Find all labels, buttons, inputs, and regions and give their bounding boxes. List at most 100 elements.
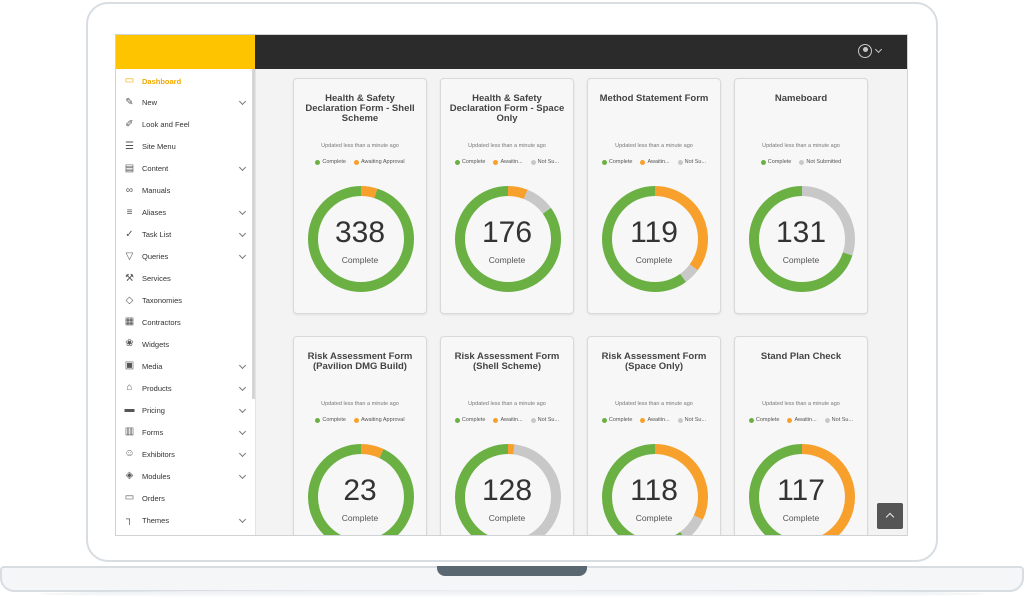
legend-item[interactable]: Complete <box>601 159 632 165</box>
legend-item[interactable]: Complete <box>315 417 346 423</box>
sidebar-item-products[interactable]: ⌂ Products <box>116 378 255 398</box>
sidebar-item-aliases[interactable]: ≡ Aliases <box>116 203 255 223</box>
form-status-card[interactable]: Nameboard Updated less than a minute ago C… <box>734 78 868 314</box>
donut-value: 128 <box>481 474 533 507</box>
legend-item[interactable]: Not Submitted <box>799 159 841 165</box>
chevron-down-icon[interactable] <box>238 164 247 172</box>
sidebar-item-manuals[interactable]: ∞ Manuals <box>116 181 255 201</box>
sidebar-item-task-list[interactable]: ✓ Task List <box>116 225 255 245</box>
sidebar-item-media[interactable]: ▣ Media <box>116 356 255 376</box>
donut-segment-complete[interactable] <box>749 444 855 536</box>
legend-item[interactable]: Not Su... <box>677 417 706 423</box>
chevron-down-icon[interactable] <box>238 449 247 457</box>
sidebar-item-pricing[interactable]: ▬ Pricing <box>116 400 255 420</box>
chevron-down-icon[interactable] <box>238 471 247 479</box>
legend-dot <box>640 159 646 165</box>
form-status-card[interactable]: Risk Assessment Form (Shell Scheme) Updat… <box>440 336 574 536</box>
sidebar-item-modules[interactable]: ◈ Modules <box>116 466 255 486</box>
form-status-card[interactable]: Stand Plan Check Updated less than a minu… <box>734 336 868 536</box>
sidebar-item-taxonomies[interactable]: ◇ Taxonomies <box>116 291 255 311</box>
sidebar-item-queries[interactable]: ▽ Queries <box>116 247 255 267</box>
legend-label: Not Su... <box>684 159 707 165</box>
legend-item[interactable]: Complete <box>601 417 632 423</box>
card-legend: Complete Awaiting Approval <box>294 159 426 165</box>
legend-item[interactable]: Not Su... <box>824 417 854 423</box>
sidebar-item-content[interactable]: ▤ Content <box>116 159 255 179</box>
users-icon: ☺ <box>124 448 135 460</box>
sidebar-item-site-menu[interactable]: ☰ Site Menu <box>116 137 255 157</box>
chevron-down-icon[interactable] <box>238 515 247 523</box>
sidebar-item-contractors[interactable]: ▦ Contractors <box>116 312 255 332</box>
chevron-down-icon[interactable] <box>238 230 247 238</box>
sidebar-item-orders[interactable]: ▭ Orders <box>116 488 255 508</box>
legend-label: Complete <box>767 159 792 165</box>
legend-item[interactable]: Not Su... <box>530 417 559 423</box>
donut-segment-complete[interactable] <box>749 186 855 292</box>
sidebar-item-forms[interactable]: ▥ Forms <box>116 422 255 442</box>
legend-item[interactable]: Complete <box>454 417 485 423</box>
donut-segment-complete[interactable] <box>602 444 708 536</box>
donut-segment-complete[interactable] <box>308 186 414 292</box>
legend-item[interactable]: Awaiting Approval <box>353 159 405 165</box>
chevron-down-icon[interactable] <box>238 208 247 216</box>
donut-label: Complete <box>782 255 820 265</box>
form-status-card[interactable]: Risk Assessment Form (Space Only) Updated… <box>587 336 721 536</box>
donut-segment-complete[interactable] <box>308 444 414 536</box>
chevron-down-icon[interactable] <box>238 383 247 391</box>
legend-dot <box>787 417 793 423</box>
sidebar-item-widgets[interactable]: ❀ Widgets <box>116 334 255 354</box>
donut-value: 118 <box>630 474 678 507</box>
user-menu[interactable] <box>858 44 883 58</box>
card-title: Nameboard <box>774 93 828 104</box>
app-screen: ▭ Dashboard ✎ New ✐ Look and Feel ☰ Site Menu ▤ C… <box>115 34 908 536</box>
laptop-shadow <box>40 590 984 598</box>
form-status-card[interactable]: Health & Safety Declaration Form - Shell… <box>293 78 427 314</box>
legend-item[interactable]: Complete <box>454 159 485 165</box>
legend-item[interactable]: Awaitin... <box>493 417 523 423</box>
legend-item[interactable]: Awaiting Approval <box>353 417 405 423</box>
legend-item[interactable]: Complete <box>748 417 779 423</box>
sidebar-item-look-and-feel[interactable]: ✐ Look and Feel <box>116 115 255 135</box>
legend-item[interactable]: Complete <box>760 159 792 165</box>
donut-segment-complete[interactable] <box>602 186 708 292</box>
legend-item[interactable]: Not Su... <box>677 159 707 165</box>
sidebar-item-dashboard[interactable]: ▭ Dashboard <box>116 71 255 91</box>
chevron-down-icon[interactable] <box>238 427 247 435</box>
legend-item[interactable]: Complete <box>315 159 346 165</box>
wallet-icon: ▭ <box>124 492 135 504</box>
card-updated-text: Updated less than a minute ago <box>468 401 546 407</box>
card-updated-text: Updated less than a minute ago <box>762 143 840 149</box>
legend-item[interactable]: Awaitin... <box>493 159 523 165</box>
legend-label: Awaiting Approval <box>360 159 405 165</box>
legend-item[interactable]: Not Su... <box>530 159 559 165</box>
legend-item[interactable]: Awaitin... <box>640 417 670 423</box>
scroll-to-top-button[interactable] <box>877 503 903 529</box>
donut-value: 117 <box>777 474 825 507</box>
sidebar-item-new[interactable]: ✎ New <box>116 93 255 113</box>
brand-logo-block[interactable] <box>116 35 255 69</box>
form-status-card[interactable]: Risk Assessment Form (Pavilion DMG Build… <box>293 336 427 536</box>
user-circle-icon[interactable] <box>858 44 872 58</box>
chevron-down-icon[interactable] <box>238 405 247 413</box>
legend-item[interactable]: Awaitin... <box>787 417 817 423</box>
legend-item[interactable]: Awaitin... <box>640 159 670 165</box>
sidebar-item-exhibitors[interactable]: ☺ Exhibitors <box>116 444 255 464</box>
chevron-down-icon[interactable] <box>238 252 247 260</box>
donut-segment-complete[interactable] <box>455 444 561 536</box>
donut-segment-complete[interactable] <box>455 186 561 292</box>
donut-segment-not-submitted[interactable] <box>455 444 561 536</box>
check-icon: ✓ <box>125 228 134 240</box>
sidebar-scrollbar[interactable] <box>252 69 255 399</box>
sidebar-item-themes[interactable]: ┐ Themes <box>116 510 255 530</box>
chevron-down-icon[interactable] <box>238 361 247 369</box>
chevron-down-icon[interactable] <box>238 98 247 106</box>
legend-dot <box>640 417 646 423</box>
legend-label: Awaitin... <box>794 417 817 423</box>
form-status-card[interactable]: Health & Safety Declaration Form - Space… <box>440 78 574 314</box>
sidebar-item-services[interactable]: ⚒ Services <box>116 269 255 289</box>
legend-label: Not Su... <box>831 417 854 423</box>
stack-icon: ≡ <box>126 206 133 218</box>
form-status-card[interactable]: Method Statement Form Updated less than a… <box>587 78 721 314</box>
legend-dot <box>493 159 499 165</box>
top-bar <box>255 35 907 69</box>
